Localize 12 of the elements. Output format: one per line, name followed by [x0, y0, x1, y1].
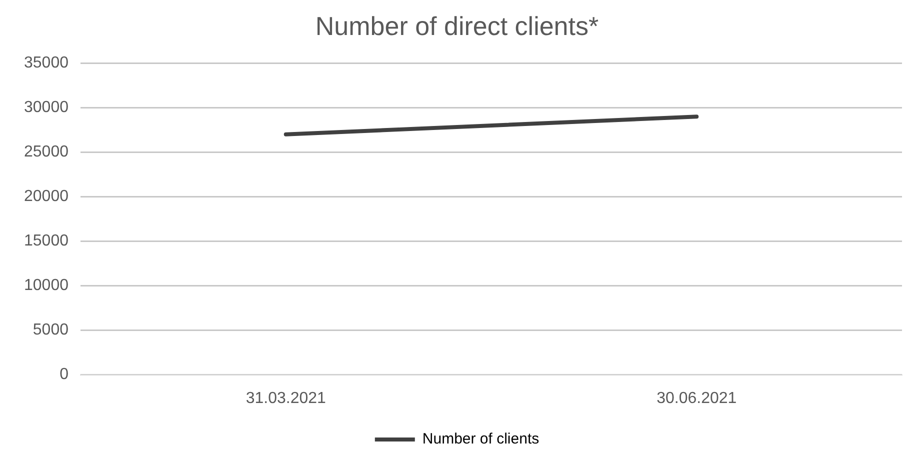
legend-label: Number of clients — [422, 430, 540, 448]
y-tick-label: 10000 — [24, 277, 69, 294]
y-tick-label: 35000 — [24, 54, 69, 72]
y-tick-label: 25000 — [24, 144, 69, 161]
x-tick-label: 31.03.2021 — [246, 390, 326, 407]
x-tick-label: 30.06.2021 — [656, 390, 737, 407]
y-tick-label: 5000 — [32, 322, 69, 339]
chart-title: Number of direct clients* — [315, 10, 599, 41]
y-tick-label: 0 — [60, 366, 69, 384]
y-tick-label: 20000 — [24, 188, 69, 206]
y-tick-label: 30000 — [24, 99, 69, 116]
y-tick-label: 15000 — [24, 232, 69, 250]
